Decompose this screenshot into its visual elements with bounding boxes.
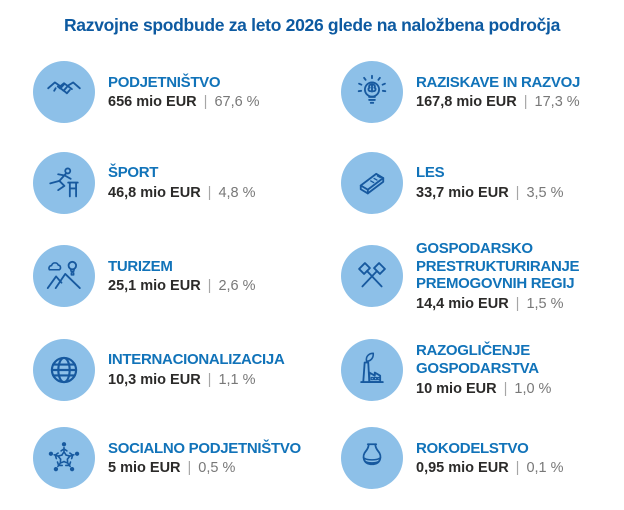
item-title: ROKODELSTVO <box>416 439 529 457</box>
vase-icon <box>341 427 403 489</box>
item-value-line: 33,7 mio EUR | 3,5 % <box>416 185 616 201</box>
eco-factory-icon <box>341 338 403 401</box>
item-value-line: 14,4 mio EUR | 1,5 % <box>416 296 616 312</box>
people-circle-icon <box>33 427 95 489</box>
item-title: PODJETNIŠTVO <box>108 73 221 91</box>
item-title: RAZOGLIČENJE GOSPODARSTVA <box>416 342 539 377</box>
item-amount: 5 mio EUR <box>108 460 181 477</box>
globe-icon <box>33 338 95 401</box>
item-turizem: TURIZEM 25,1 mio EUR | 2,6 % <box>33 229 341 323</box>
item-title: LES <box>416 164 445 182</box>
value-separator: | <box>515 184 520 201</box>
item-amount: 0,95 mio EUR <box>416 460 509 477</box>
item-internacionalizacija: INTERNACIONALIZACIJA 10,3 mio EUR | 1,1 % <box>33 323 341 416</box>
handshake-icon <box>33 61 95 123</box>
item-prestrukturiranje-premogovnih-regij: GOSPODARSKO PRESTRUKTURIRANJE PREMOGOVNI… <box>341 229 624 323</box>
item-percent: 67,6 % <box>214 94 260 111</box>
item-percent: 4,8 % <box>218 184 256 201</box>
hurdler-icon <box>33 151 95 214</box>
item-title: GOSPODARSKO PRESTRUKTURIRANJE PREMOGOVNI… <box>416 239 580 293</box>
item-value-line: 46,8 mio EUR | 4,8 % <box>108 185 323 201</box>
item-socialno-podjetnistvo: SOCIALNO PODJETNIŠTVO 5 mio EUR | 0,5 % <box>33 416 341 500</box>
item-title: INTERNACIONALIZACIJA <box>108 351 285 369</box>
item-rokodelstvo: ROKODELSTVO 0,95 mio EUR | 0,1 % <box>341 416 624 500</box>
item-amount: 33,7 mio EUR <box>416 184 509 201</box>
value-separator: | <box>187 460 192 477</box>
idea-bulb-icon <box>341 61 403 123</box>
item-value-line: 0,95 mio EUR | 0,1 % <box>416 460 616 476</box>
item-les: LES 33,7 mio EUR | 3,5 % <box>341 136 624 229</box>
value-separator: | <box>207 184 212 201</box>
mountains-balloon-icon <box>33 245 95 307</box>
item-amount: 10,3 mio EUR <box>108 371 201 388</box>
item-title: SOCIALNO PODJETNIŠTVO <box>108 439 301 457</box>
item-percent: 2,6 % <box>218 278 256 295</box>
item-percent: 1,5 % <box>526 296 564 313</box>
item-amount: 46,8 mio EUR <box>108 184 201 201</box>
item-razoglicenje-gospodarstva: RAZOGLIČENJE GOSPODARSTVA 10 mio EUR | 1,0… <box>341 323 624 416</box>
value-separator: | <box>515 460 520 477</box>
item-amount: 25,1 mio EUR <box>108 278 201 295</box>
item-raziskave-in-razvoj: RAZISKAVE IN RAZVOJ 167,8 mio EUR | 17,3 % <box>341 48 624 136</box>
value-separator: | <box>207 371 212 388</box>
value-separator: | <box>523 94 528 111</box>
item-value-line: 656 mio EUR | 67,6 % <box>108 94 323 110</box>
item-podjetnistvo: PODJETNIŠTVO 656 mio EUR | 67,6 % <box>33 48 341 136</box>
item-percent: 1,0 % <box>514 380 552 397</box>
value-separator: | <box>207 278 212 295</box>
item-value-line: 10,3 mio EUR | 1,1 % <box>108 372 323 388</box>
item-value-line: 167,8 mio EUR | 17,3 % <box>416 94 616 110</box>
item-title: ŠPORT <box>108 164 159 182</box>
item-title: TURIZEM <box>108 257 173 275</box>
item-amount: 14,4 mio EUR <box>416 296 509 313</box>
item-sport: ŠPORT 46,8 mio EUR | 4,8 % <box>33 136 341 229</box>
item-amount: 10 mio EUR <box>416 380 497 397</box>
crossed-hammers-icon <box>341 245 403 307</box>
item-amount: 167,8 mio EUR <box>416 94 517 111</box>
item-percent: 0,5 % <box>198 460 236 477</box>
item-percent: 0,1 % <box>526 460 564 477</box>
value-separator: | <box>503 380 508 397</box>
value-separator: | <box>203 94 208 111</box>
item-amount: 656 mio EUR <box>108 94 197 111</box>
item-value-line: 5 mio EUR | 0,5 % <box>108 460 323 476</box>
item-percent: 17,3 % <box>534 94 580 111</box>
value-separator: | <box>515 296 520 313</box>
item-percent: 3,5 % <box>526 184 564 201</box>
items-grid: PODJETNIŠTVO 656 mio EUR | 67,6 % RAZISKAV… <box>33 48 624 500</box>
wood-planks-icon <box>341 151 403 214</box>
item-title: RAZISKAVE IN RAZVOJ <box>416 73 581 91</box>
page-title: Razvojne spodbude za leto 2026 glede na … <box>63 15 561 35</box>
item-value-line: 25,1 mio EUR | 2,6 % <box>108 278 323 294</box>
item-value-line: 10 mio EUR | 1,0 % <box>416 381 616 397</box>
item-percent: 1,1 % <box>218 371 256 388</box>
